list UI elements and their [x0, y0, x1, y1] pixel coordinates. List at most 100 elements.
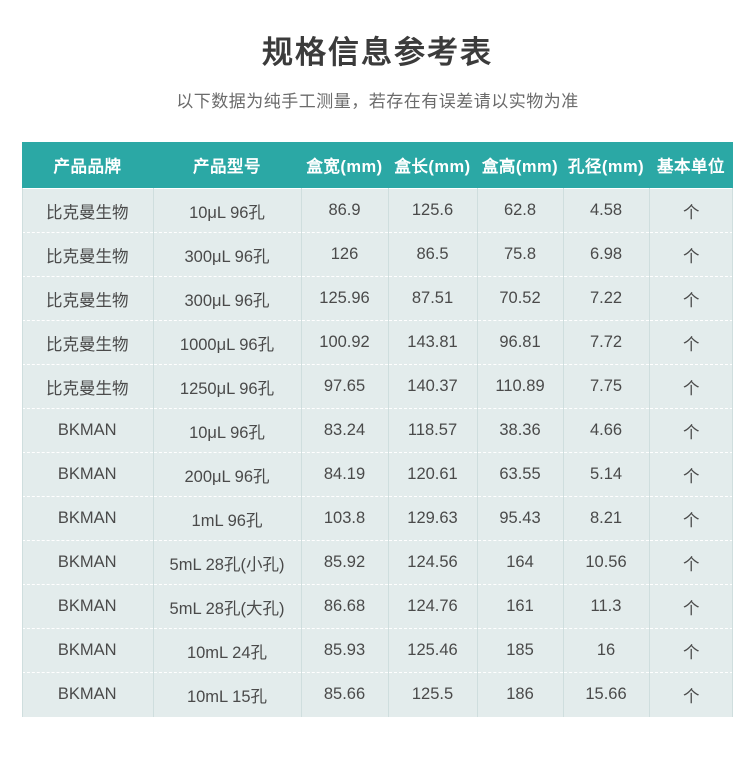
- cell-length: 86.5: [388, 232, 478, 277]
- cell-height: 96.81: [477, 320, 564, 365]
- cell-unit: 个: [649, 672, 733, 717]
- column-header-brand: 产品品牌: [22, 142, 153, 189]
- cell-brand: BKMAN: [22, 628, 154, 673]
- cell-brand: BKMAN: [22, 496, 154, 541]
- table-row: BKMAN 5mL 28孔(大孔) 86.68 124.76 161 11.3 个: [22, 584, 733, 629]
- cell-aperture: 4.66: [563, 408, 650, 453]
- cell-width: 125.96: [301, 276, 389, 321]
- cell-height: 70.52: [477, 276, 564, 321]
- heading-block: 规格信息参考表 以下数据为纯手工测量，若存在有误差请以实物为准: [0, 0, 755, 112]
- cell-aperture: 11.3: [563, 584, 650, 629]
- cell-brand: BKMAN: [22, 540, 154, 585]
- page-title: 规格信息参考表: [262, 35, 493, 70]
- cell-unit: 个: [649, 188, 733, 233]
- cell-model: 10μL 96孔: [153, 408, 302, 453]
- cell-unit: 个: [649, 628, 733, 673]
- cell-height: 110.89: [477, 364, 564, 409]
- cell-model: 200μL 96孔: [153, 452, 302, 497]
- cell-width: 103.8: [301, 496, 389, 541]
- cell-model: 300μL 96孔: [153, 232, 302, 277]
- cell-brand: BKMAN: [22, 584, 154, 629]
- cell-width: 126: [301, 232, 389, 277]
- cell-length: 129.63: [388, 496, 478, 541]
- cell-unit: 个: [649, 232, 733, 277]
- cell-unit: 个: [649, 452, 733, 497]
- cell-model: 300μL 96孔: [153, 276, 302, 321]
- cell-length: 120.61: [388, 452, 478, 497]
- cell-length: 87.51: [388, 276, 478, 321]
- table-left-edge: [22, 188, 23, 717]
- column-header-width: 盒宽(mm): [301, 142, 388, 189]
- cell-length: 124.56: [388, 540, 478, 585]
- table-row: BKMAN 200μL 96孔 84.19 120.61 63.55 5.14 个: [22, 452, 733, 497]
- cell-model: 5mL 28孔(大孔): [153, 584, 302, 629]
- cell-height: 186: [477, 672, 564, 717]
- column-header-unit: 基本单位: [649, 142, 733, 189]
- cell-brand: BKMAN: [22, 672, 154, 717]
- spec-table-container: 产品品牌 产品型号 盒宽(mm) 盒长(mm) 盒高(mm) 孔径(mm) 基本…: [22, 142, 733, 717]
- cell-length: 143.81: [388, 320, 478, 365]
- cell-width: 85.92: [301, 540, 389, 585]
- cell-model: 10mL 15孔: [153, 672, 302, 717]
- cell-width: 84.19: [301, 452, 389, 497]
- specification-table: 产品品牌 产品型号 盒宽(mm) 盒长(mm) 盒高(mm) 孔径(mm) 基本…: [22, 142, 733, 717]
- page-subtitle: 以下数据为纯手工测量，若存在有误差请以实物为准: [176, 92, 579, 112]
- cell-unit: 个: [649, 320, 733, 365]
- cell-length: 124.76: [388, 584, 478, 629]
- cell-height: 95.43: [477, 496, 564, 541]
- cell-aperture: 6.98: [563, 232, 650, 277]
- table-row: 比克曼生物 1000μL 96孔 100.92 143.81 96.81 7.72 个: [22, 320, 733, 365]
- table-row: BKMAN 1mL 96孔 103.8 129.63 95.43 8.21 个: [22, 496, 733, 541]
- cell-model: 1mL 96孔: [153, 496, 302, 541]
- column-header-model: 产品型号: [153, 142, 301, 189]
- table-row: BKMAN 10μL 96孔 83.24 118.57 38.36 4.66 个: [22, 408, 733, 453]
- cell-unit: 个: [649, 496, 733, 541]
- cell-brand: 比克曼生物: [22, 320, 154, 365]
- cell-unit: 个: [649, 276, 733, 321]
- table-row: 比克曼生物 300μL 96孔 125.96 87.51 70.52 7.22 个: [22, 276, 733, 321]
- cell-aperture: 8.21: [563, 496, 650, 541]
- cell-unit: 个: [649, 364, 733, 409]
- column-header-length: 盒长(mm): [388, 142, 477, 189]
- cell-aperture: 16: [563, 628, 650, 673]
- cell-brand: 比克曼生物: [22, 364, 154, 409]
- cell-aperture: 5.14: [563, 452, 650, 497]
- cell-length: 140.37: [388, 364, 478, 409]
- cell-unit: 个: [649, 408, 733, 453]
- column-header-aperture: 孔径(mm): [563, 142, 649, 189]
- cell-height: 161: [477, 584, 564, 629]
- cell-width: 86.9: [301, 188, 389, 233]
- table-row: BKMAN 10mL 24孔 85.93 125.46 185 16 个: [22, 628, 733, 673]
- cell-height: 164: [477, 540, 564, 585]
- table-row: BKMAN 10mL 15孔 85.66 125.5 186 15.66 个: [22, 672, 733, 717]
- table-right-edge: [732, 188, 733, 717]
- cell-model: 10μL 96孔: [153, 188, 302, 233]
- cell-aperture: 4.58: [563, 188, 650, 233]
- cell-aperture: 7.75: [563, 364, 650, 409]
- cell-model: 1000μL 96孔: [153, 320, 302, 365]
- cell-brand: BKMAN: [22, 408, 154, 453]
- column-header-height: 盒高(mm): [477, 142, 563, 189]
- cell-brand: BKMAN: [22, 452, 154, 497]
- cell-width: 83.24: [301, 408, 389, 453]
- cell-unit: 个: [649, 540, 733, 585]
- cell-aperture: 15.66: [563, 672, 650, 717]
- table-row: 比克曼生物 300μL 96孔 126 86.5 75.8 6.98 个: [22, 232, 733, 277]
- cell-aperture: 7.22: [563, 276, 650, 321]
- cell-height: 75.8: [477, 232, 564, 277]
- table-body: 比克曼生物 10μL 96孔 86.9 125.6 62.8 4.58 个比克曼生物 300μ…: [22, 188, 733, 717]
- cell-brand: 比克曼生物: [22, 276, 154, 321]
- table-row: 比克曼生物 10μL 96孔 86.9 125.6 62.8 4.58 个: [22, 188, 733, 233]
- cell-height: 62.8: [477, 188, 564, 233]
- cell-width: 97.65: [301, 364, 389, 409]
- table-header-row: 产品品牌 产品型号 盒宽(mm) 盒长(mm) 盒高(mm) 孔径(mm) 基本…: [22, 142, 733, 189]
- cell-unit: 个: [649, 584, 733, 629]
- cell-height: 63.55: [477, 452, 564, 497]
- table-row: BKMAN 5mL 28孔(小孔) 85.92 124.56 164 10.56 个: [22, 540, 733, 585]
- cell-length: 125.5: [388, 672, 478, 717]
- cell-width: 86.68: [301, 584, 389, 629]
- cell-width: 100.92: [301, 320, 389, 365]
- cell-height: 38.36: [477, 408, 564, 453]
- cell-length: 125.6: [388, 188, 478, 233]
